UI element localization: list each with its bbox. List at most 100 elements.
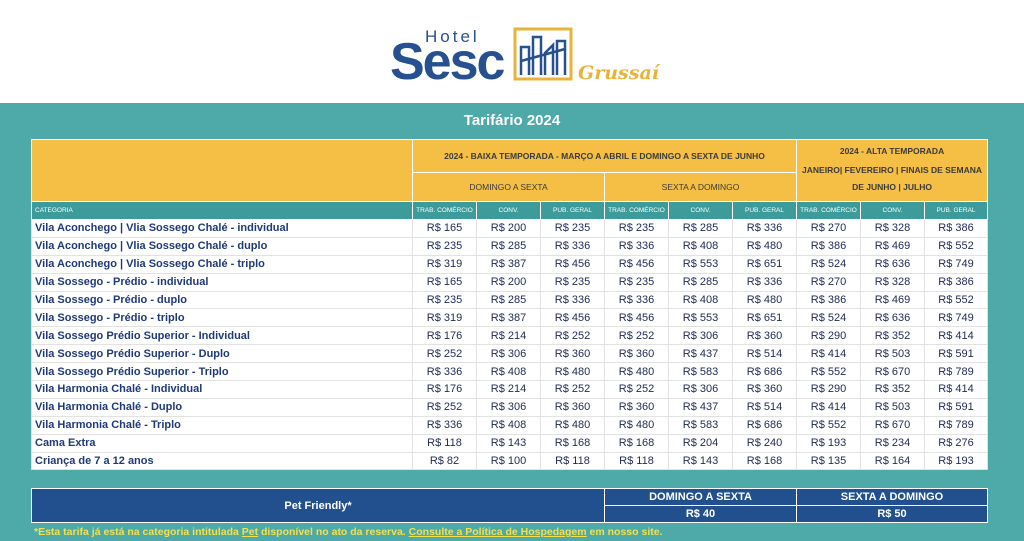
rate-cell: R$ 165 — [412, 272, 477, 292]
column-header: PUB. GERAL — [731, 201, 798, 220]
period-header: DOMINGO A SEXTA — [412, 172, 605, 202]
rate-row: Vila Sossego Prédio Superior - Triplo R$ … — [31, 362, 989, 382]
footnote-link: Pet — [241, 526, 259, 538]
rate-cell: R$ 553 — [668, 254, 733, 274]
rate-cell: R$ 591 — [924, 344, 989, 364]
column-header: TRAB. COMÉRCIO — [796, 201, 862, 220]
rate-cell: R$ 387 — [476, 308, 541, 328]
rate-cell: R$ 552 — [796, 415, 862, 435]
rate-cell: R$ 118 — [412, 433, 477, 453]
rate-cell: R$ 143 — [668, 451, 733, 471]
rate-cell: R$ 306 — [476, 397, 541, 417]
rate-cell: R$ 480 — [540, 362, 605, 382]
rate-cell: R$ 336 — [540, 236, 605, 256]
pet-table: Pet Friendly* DOMINGO A SEXTA R$ 40 SEXTA … — [31, 488, 988, 523]
rate-cell: R$ 352 — [860, 326, 926, 346]
rate-cell: R$ 290 — [796, 326, 862, 346]
rate-cell: R$ 336 — [604, 236, 669, 256]
rate-cell: R$ 591 — [924, 397, 989, 417]
rate-cell: R$ 583 — [668, 362, 733, 382]
rate-row: Vila Aconchego | Vlia Sossego Chalé - du… — [31, 236, 989, 256]
pet-price: R$ 40 — [685, 508, 716, 520]
rate-row: Vila Sossego Prédio Superior - Duplo R$ 2… — [31, 344, 989, 364]
rate-cell: R$ 469 — [860, 290, 926, 310]
rate-cell: R$ 328 — [860, 219, 926, 238]
rate-cell: R$ 270 — [796, 272, 862, 292]
category-cell: Vila Aconchego | Vlia Sossego Chalé - du… — [31, 236, 413, 256]
rate-cell: R$ 336 — [412, 362, 477, 382]
logo-hotel: Hotel — [425, 27, 480, 46]
rate-cell: R$ 552 — [924, 236, 989, 256]
rate-row: Vila Sossego - Prédio - triplo R$ 319 R$ 3… — [31, 308, 989, 328]
rate-cell: R$ 456 — [540, 308, 605, 328]
rate-cell: R$ 290 — [796, 380, 862, 399]
period-header: SEXTA A DOMINGO — [603, 172, 798, 202]
category-cell: Vila Harmonia Chalé - Duplo — [31, 397, 413, 417]
rate-cell: R$ 235 — [412, 236, 477, 256]
rate-cell: R$ 749 — [924, 254, 989, 274]
rate-row: Vila Sossego Prédio Superior - Individua… — [31, 326, 989, 346]
rate-cell: R$ 670 — [860, 362, 926, 382]
rate-cell: R$ 235 — [412, 290, 477, 310]
header-row: DOMINGO A SEXTA SEXTA A DOMINGO — [32, 172, 988, 202]
rate-cell: R$ 252 — [540, 326, 605, 346]
rate-cell: R$ 408 — [668, 290, 733, 310]
column-header: CONV. — [860, 201, 926, 220]
rate-cell: R$ 360 — [731, 380, 798, 399]
rate-cell: R$ 636 — [860, 254, 926, 274]
rate-cell: R$ 176 — [412, 380, 477, 399]
column-header: PUB. GERAL — [540, 201, 605, 220]
logo-brand: Sesc — [390, 33, 505, 91]
rate-cell: R$ 456 — [540, 254, 605, 274]
category-cell: Vila Sossego Prédio Superior - Duplo — [31, 344, 413, 364]
logo-icon — [513, 27, 573, 81]
category-cell: Cama Extra — [31, 433, 413, 453]
rate-cell: R$ 437 — [668, 344, 733, 364]
rate-cell: R$ 360 — [604, 397, 669, 417]
category-cell: Vila Harmonia Chalé - Individual — [31, 380, 413, 399]
rate-cell: R$ 414 — [924, 380, 989, 399]
rate-cell: R$ 336 — [731, 272, 798, 292]
rate-row: Vila Harmonia Chalé - Triplo R$ 336 R$ 408… — [31, 415, 989, 435]
rate-cell: R$ 306 — [668, 380, 733, 399]
category-cell: Vila Harmonia Chalé - Triplo — [31, 415, 413, 435]
rate-row: Vila Harmonia Chalé - Individual R$ 176 R$… — [31, 380, 989, 399]
category-cell: Vila Sossego - Prédio - triplo — [31, 308, 413, 328]
rate-cell: R$ 285 — [668, 272, 733, 292]
column-header: PUB. GERAL — [924, 201, 989, 220]
header-row: 2024 - BAIXA TEMPORADA - MARÇO A ABRIL E… — [31, 139, 989, 202]
rate-cell: R$ 352 — [860, 380, 926, 399]
rate-cell: R$ 193 — [796, 433, 862, 453]
rate-row: Cama Extra R$ 118 R$ 143 R$ 168 R$ 168 R$ 204… — [31, 433, 989, 453]
rate-cell: R$ 118 — [540, 451, 605, 471]
rate-cell: R$ 552 — [796, 362, 862, 382]
rate-cell: R$ 360 — [731, 326, 798, 346]
column-header: CONV. — [476, 201, 541, 220]
rate-cell: R$ 285 — [668, 219, 733, 238]
column-header: CATEGORIA — [31, 201, 413, 220]
rate-cell: R$ 235 — [604, 272, 669, 292]
rate-cell: R$ 252 — [604, 326, 669, 346]
rate-cell: R$ 200 — [476, 219, 541, 238]
pet-option: DOMINGO A SEXTA R$ 40 — [604, 488, 797, 523]
high-season-period: JANEIRO| FEVEREIRO | FINAIS DE SEMANA DE… — [802, 164, 983, 192]
pet-option: SEXTA A DOMINGO R$ 50 — [796, 488, 988, 523]
title: Tarifário 2024 — [463, 112, 561, 129]
rate-cell: R$ 408 — [476, 362, 541, 382]
rate-cell: R$ 414 — [796, 344, 862, 364]
rate-row: Vila Sossego - Prédio - duplo R$ 235 R$ 28… — [31, 290, 989, 310]
rate-cell: R$ 235 — [540, 272, 605, 292]
rate-cell: R$ 193 — [924, 451, 989, 471]
rate-cell: R$ 306 — [476, 344, 541, 364]
rate-cell: R$ 503 — [860, 397, 926, 417]
rate-cell: R$ 408 — [476, 415, 541, 435]
rate-cell: R$ 408 — [668, 236, 733, 256]
rate-cell: R$ 214 — [476, 326, 541, 346]
rate-cell: R$ 176 — [412, 326, 477, 346]
rate-cell: R$ 336 — [412, 415, 477, 435]
pet-row: Pet Friendly* DOMINGO A SEXTA R$ 40 SEXTA … — [31, 488, 988, 523]
category-cell: Vila Sossego - Prédio - individual — [31, 272, 413, 292]
rate-cell: R$ 480 — [731, 290, 798, 310]
rate-cell: R$ 480 — [604, 415, 669, 435]
rate-cell: R$ 686 — [731, 415, 798, 435]
